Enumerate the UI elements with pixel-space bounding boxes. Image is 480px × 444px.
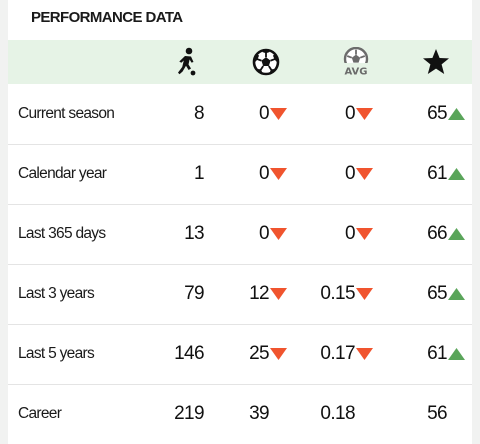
rating-value: 65	[427, 102, 448, 124]
trend-down-indicator	[270, 348, 288, 360]
table-header-row: AVG	[8, 40, 472, 84]
avg-badge: AVG	[344, 67, 367, 78]
table-row: Calendar year 1 0 0 61	[8, 144, 472, 204]
row-label: Calendar year	[18, 165, 107, 182]
football-avg-icon: AVG	[342, 47, 370, 77]
rating-cell: 61	[380, 324, 472, 384]
rating-cell: 56	[380, 384, 472, 444]
trend-down-indicator	[356, 168, 374, 180]
goals-cell: 12	[208, 264, 294, 324]
table-row: Current season 8 0 0 65	[8, 84, 472, 144]
player-running-icon	[178, 47, 196, 76]
trend-up-icon	[448, 348, 465, 360]
football-icon	[252, 48, 280, 76]
avg-value: 0	[345, 223, 356, 244]
trend-down-icon	[270, 348, 287, 360]
avg-cell: 0.18	[294, 384, 380, 444]
avg-cell: 0.15	[294, 264, 380, 324]
goals-header	[208, 40, 294, 84]
performance-table: AVG Current season 8 0 0 65 Calendar year 1 0 0 6…	[8, 40, 472, 444]
trend-up-indicator	[448, 107, 466, 120]
appearances-value: 219	[174, 403, 205, 425]
table-row: Last 365 days 13 0 0 66	[8, 204, 472, 264]
section-title: PERFORMANCE DATA	[31, 9, 183, 26]
trend-down-indicator	[270, 168, 288, 180]
avg-value: 0.15	[320, 283, 355, 304]
avg-value: 0	[345, 102, 356, 124]
trend-up-icon	[448, 168, 465, 180]
trend-up-indicator	[448, 288, 466, 300]
rating-header	[380, 40, 472, 84]
trend-down-indicator	[356, 107, 374, 120]
trend-down-icon	[270, 168, 287, 180]
appearances-value: 8	[194, 102, 205, 124]
avg-cell: 0	[294, 144, 380, 204]
trend-down-icon	[356, 288, 373, 300]
goals-value: 0	[259, 102, 270, 124]
star-icon	[423, 49, 449, 74]
avg-cell: 0	[294, 204, 380, 264]
rating-cell: 65	[380, 84, 472, 144]
trend-down-icon	[356, 228, 373, 240]
table-row: Last 5 years 146 25 0.17 61	[8, 324, 472, 384]
trend-up-indicator	[448, 168, 466, 180]
trend-down-indicator	[270, 288, 288, 300]
trend-down-icon	[270, 288, 287, 300]
trend-down-indicator	[356, 288, 374, 300]
trend-up-icon	[448, 228, 465, 240]
trend-down-icon	[356, 348, 373, 360]
trend-down-indicator	[356, 348, 374, 360]
rating-value: 56	[427, 403, 448, 425]
goals-average-header: AVG	[294, 40, 380, 84]
trend-down-indicator	[356, 228, 374, 240]
rating-cell: 65	[380, 264, 472, 324]
trend-down-icon	[270, 107, 287, 120]
trend-up-indicator	[448, 228, 466, 240]
trend-up-icon	[448, 288, 465, 300]
avg-cell: 0	[294, 84, 380, 144]
appearances-header	[148, 40, 208, 84]
goals-value: 25	[249, 343, 270, 364]
trend-down-icon	[356, 168, 373, 180]
table-row: Career 219 39 0.18 56	[8, 384, 472, 444]
appearances-value: 146	[174, 343, 205, 364]
trend-down-icon	[270, 228, 287, 240]
goals-cell: 25	[208, 324, 294, 384]
goals-cell: 39	[208, 384, 294, 444]
row-label: Career	[18, 405, 62, 423]
trend-down-icon	[356, 107, 373, 120]
rating-cell: 61	[380, 144, 472, 204]
appearances-value: 13	[184, 223, 205, 244]
avg-value: 0.18	[320, 403, 355, 425]
avg-value: 0	[345, 163, 356, 184]
header-label-cell	[8, 40, 148, 84]
trend-down-indicator	[270, 228, 288, 240]
trend-down-indicator	[270, 107, 288, 120]
goals-cell: 0	[208, 84, 294, 144]
avg-value: 0.17	[320, 343, 355, 364]
row-label: Last 365 days	[18, 225, 106, 242]
goals-value: 0	[259, 223, 270, 244]
rating-value: 65	[427, 283, 448, 304]
goals-value: 12	[249, 283, 270, 304]
goals-value: 0	[259, 163, 270, 184]
goals-cell: 0	[208, 144, 294, 204]
table-row: Last 3 years 79 12 0.15 65	[8, 264, 472, 324]
rating-value: 61	[427, 163, 448, 184]
trend-up-icon	[448, 107, 465, 120]
performance-data-card: PERFORMANCE DATA	[8, 0, 472, 444]
trend-up-indicator	[448, 348, 466, 360]
row-label: Last 5 years	[18, 345, 95, 362]
appearances-value: 1	[194, 163, 205, 184]
rating-cell: 66	[380, 204, 472, 264]
rating-value: 61	[427, 343, 448, 364]
goals-value: 39	[249, 403, 270, 425]
goals-cell: 0	[208, 204, 294, 264]
avg-cell: 0.17	[294, 324, 380, 384]
row-label: Last 3 years	[18, 285, 95, 302]
row-label: Current season	[18, 104, 115, 122]
appearances-value: 79	[184, 283, 205, 304]
rating-value: 66	[427, 223, 448, 244]
